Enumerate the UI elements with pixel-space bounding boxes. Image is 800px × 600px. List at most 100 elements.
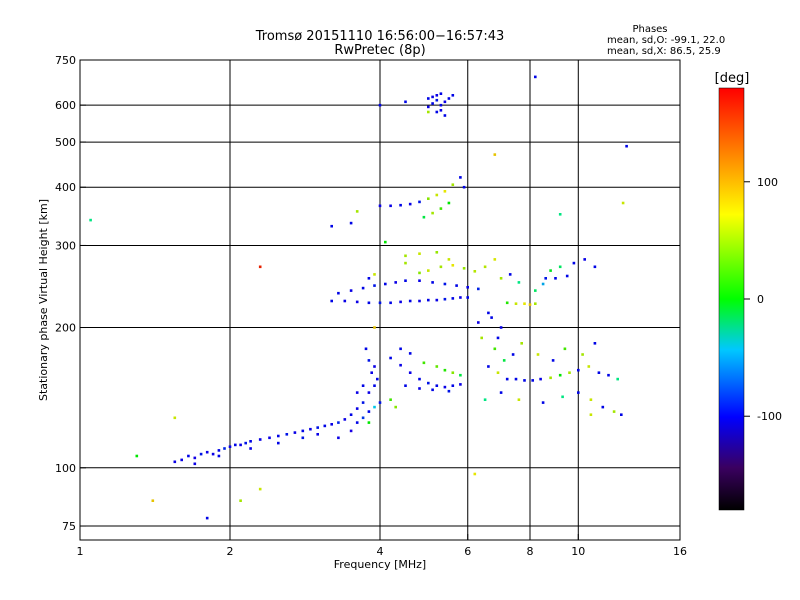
data-point (451, 384, 455, 387)
data-point (447, 97, 451, 100)
data-point (459, 296, 462, 299)
data-point (431, 211, 434, 215)
data-point (435, 298, 439, 302)
data-point (502, 359, 506, 362)
data-point (349, 221, 353, 225)
data-point (483, 398, 487, 401)
data-point (517, 398, 521, 401)
data-point (389, 204, 392, 208)
data-point (541, 401, 545, 404)
data-point (404, 279, 407, 282)
data-point (193, 462, 197, 466)
data-point (447, 201, 451, 205)
data-point (459, 176, 462, 179)
data-point (466, 286, 469, 289)
data-point (493, 347, 497, 351)
data-point (531, 379, 534, 382)
data-point (404, 384, 407, 387)
data-point (451, 183, 455, 186)
data-point (616, 377, 619, 381)
data-point (427, 110, 430, 114)
data-point (534, 302, 537, 305)
data-point (534, 75, 537, 79)
data-point (389, 301, 392, 305)
data-point (349, 429, 353, 433)
data-point (459, 383, 462, 386)
data-point (234, 443, 237, 447)
data-point (330, 224, 333, 228)
colorbar-tick-label: 100 (757, 176, 778, 189)
data-point (418, 200, 421, 204)
data-point (625, 144, 628, 148)
data-point (408, 352, 412, 355)
data-point (399, 203, 402, 207)
data-point (451, 264, 455, 267)
data-point (258, 265, 262, 269)
data-point (447, 258, 451, 261)
data-point (427, 97, 430, 100)
data-point (439, 109, 443, 112)
data-point (373, 405, 376, 409)
data-point (451, 371, 455, 374)
data-point (505, 377, 509, 381)
data-point (376, 377, 379, 381)
colorbar (718, 87, 745, 511)
data-point (378, 301, 382, 305)
data-point (367, 410, 371, 413)
data-point (431, 102, 434, 105)
data-point (258, 438, 262, 441)
data-point (431, 388, 434, 392)
stats-line-x: mean, sd,X: 86.5, 25.9 (607, 46, 721, 57)
data-point (337, 436, 340, 440)
data-point (439, 92, 443, 95)
data-point (447, 389, 451, 393)
data-point (422, 215, 426, 219)
x-axis-label: Frequency [MHz] (334, 558, 426, 571)
data-point (473, 472, 477, 476)
data-point (361, 286, 365, 290)
y-tick-label: 500 (55, 136, 76, 149)
data-point (361, 384, 365, 387)
colorbar-label: [deg] (715, 71, 750, 86)
y-tick-label: 200 (55, 322, 76, 335)
data-point (431, 95, 434, 99)
data-point (373, 273, 376, 276)
data-point (404, 254, 407, 258)
data-point (435, 110, 439, 114)
data-point (558, 213, 562, 216)
data-point (389, 398, 392, 401)
data-point (389, 356, 392, 360)
data-point (399, 300, 402, 304)
data-point (384, 282, 387, 286)
data-point (367, 359, 371, 362)
data-point (394, 281, 397, 284)
data-point (418, 387, 421, 390)
data-point (370, 371, 373, 374)
data-point (228, 445, 232, 448)
y-axis-label: Stationary phase Virtual Height [km] (37, 199, 50, 401)
data-point (427, 381, 430, 385)
data-point (505, 301, 509, 305)
data-point (330, 299, 333, 303)
data-point (205, 516, 209, 520)
data-point (511, 353, 515, 356)
data-point (523, 379, 526, 382)
data-point (568, 371, 571, 374)
data-point (528, 303, 532, 306)
data-point (593, 265, 597, 269)
x-tick-label: 8 (527, 545, 534, 558)
chart-subtitle: RwPretec (8p) (334, 43, 425, 58)
data-point (499, 277, 503, 280)
data-point (151, 499, 155, 502)
y-tick-label: 300 (55, 239, 76, 252)
data-point (493, 258, 497, 261)
x-axis-ticks: 1 2 4 6 8 10 16 (77, 534, 687, 558)
data-point (549, 269, 552, 272)
chart-title: Tromsø 20151110 16:56:00−16:57:43 (255, 29, 505, 44)
data-point (514, 302, 518, 305)
data-point (435, 384, 439, 387)
data-point (577, 391, 580, 394)
data-point (431, 281, 434, 284)
colorbar-tick-label: 0 (757, 293, 764, 306)
